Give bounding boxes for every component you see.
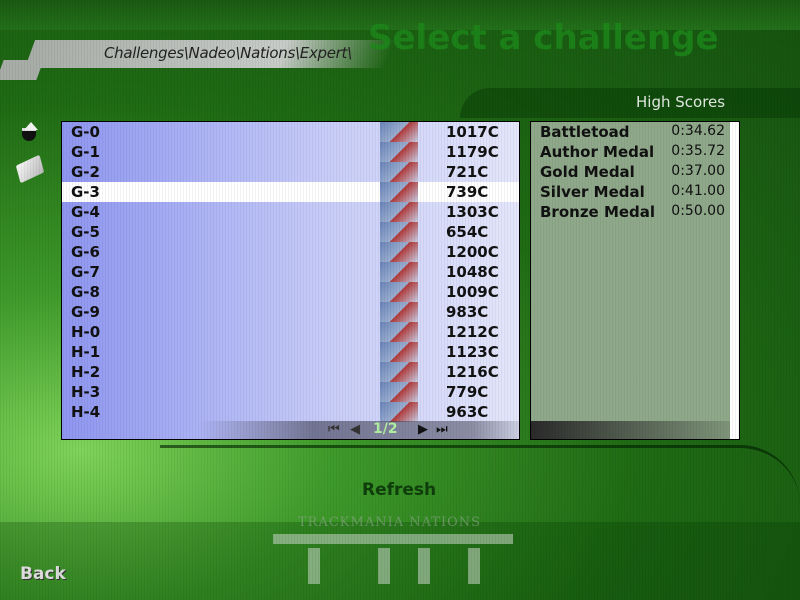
high-score-row: Silver Medal 0:41.00 xyxy=(540,183,725,203)
challenge-coppers: 1212C xyxy=(446,323,499,341)
trackmania-nations-logo: TRACKMANIA NATIONS xyxy=(268,512,532,598)
challenge-row[interactable]: G-1 1179C xyxy=(62,142,519,162)
first-page-icon[interactable]: ⏮ xyxy=(328,422,340,437)
high-scores-footer xyxy=(531,421,731,439)
challenge-thumbnail xyxy=(380,322,418,342)
challenge-coppers: 1123C xyxy=(446,343,499,361)
page-number: 1/2 xyxy=(373,421,398,437)
challenge-row[interactable]: G-0 1017C xyxy=(62,122,519,142)
high-scores-title: High Scores xyxy=(636,93,726,111)
challenge-coppers: 1009C xyxy=(446,283,499,301)
challenge-thumbnail xyxy=(380,382,418,402)
challenge-thumbnail xyxy=(380,242,418,262)
challenge-thumbnail xyxy=(380,142,418,162)
score-time: 0:35.72 xyxy=(671,143,725,159)
challenge-row[interactable]: H-3 779C xyxy=(62,382,519,402)
challenge-coppers: 1216C xyxy=(446,363,499,381)
challenge-thumbnail xyxy=(380,262,418,282)
challenge-row[interactable]: G-7 1048C xyxy=(62,262,519,282)
high-score-row: Battletoad 0:34.62 xyxy=(540,123,725,143)
high-score-row: Author Medal 0:35.72 xyxy=(540,143,725,163)
challenge-name: G-7 xyxy=(71,263,100,281)
folder-icon[interactable] xyxy=(15,154,45,184)
challenge-thumbnail xyxy=(380,282,418,302)
challenge-coppers: 983C xyxy=(446,303,489,321)
challenge-name: G-8 xyxy=(71,283,100,301)
challenge-coppers: 1303C xyxy=(446,203,499,221)
score-time: 0:37.00 xyxy=(671,163,725,179)
prev-page-icon[interactable]: ◀ xyxy=(350,422,360,437)
challenge-name: G-5 xyxy=(71,223,100,241)
challenge-thumbnail xyxy=(380,222,418,242)
parent-folder-icon[interactable] xyxy=(18,122,40,141)
challenge-row[interactable]: H-1 1123C xyxy=(62,342,519,362)
challenge-thumbnail xyxy=(380,182,418,202)
high-score-row: Bronze Medal 0:50.00 xyxy=(540,203,725,223)
challenge-row[interactable]: G-6 1200C xyxy=(62,242,519,262)
score-name: Battletoad xyxy=(540,123,630,141)
challenge-row[interactable]: H-2 1216C xyxy=(62,362,519,382)
challenge-coppers: 1017C xyxy=(446,123,499,141)
next-page-icon[interactable]: ▶ xyxy=(418,422,428,437)
score-time: 0:34.62 xyxy=(671,123,725,139)
score-name: Author Medal xyxy=(540,143,655,161)
challenge-thumbnail xyxy=(380,302,418,322)
challenge-coppers: 1048C xyxy=(446,263,499,281)
challenge-row[interactable]: H-4 963C xyxy=(62,402,519,422)
challenge-name: G-1 xyxy=(71,143,100,161)
challenge-name: H-3 xyxy=(71,383,101,401)
challenge-thumbnail xyxy=(380,342,418,362)
challenge-name: G-0 xyxy=(71,123,100,141)
challenge-name: G-4 xyxy=(71,203,100,221)
challenge-coppers: 1200C xyxy=(446,243,499,261)
challenge-name: H-0 xyxy=(71,323,101,341)
challenge-thumbnail xyxy=(380,202,418,222)
challenge-coppers: 963C xyxy=(446,403,489,421)
challenge-row[interactable]: G-9 983C xyxy=(62,302,519,322)
high-scores-panel: Battletoad 0:34.62 Author Medal 0:35.72 Gold… xyxy=(530,121,740,440)
challenge-thumbnail xyxy=(380,162,418,182)
last-page-icon[interactable]: ⏭ xyxy=(436,422,448,437)
score-name: Bronze Medal xyxy=(540,203,656,221)
score-time: 0:50.00 xyxy=(671,203,725,219)
breadcrumb: Challenges\Nadeo\Nations\Expert\ xyxy=(104,44,352,62)
challenge-row[interactable]: G-4 1303C xyxy=(62,202,519,222)
challenge-coppers: 779C xyxy=(446,383,489,401)
pager: ⏮ ◀ 1/2 ▶ ⏭ xyxy=(62,421,519,439)
high-score-row: Gold Medal 0:37.00 xyxy=(540,163,725,183)
challenge-name: G-2 xyxy=(71,163,100,181)
decorative-swoosh xyxy=(160,445,800,508)
challenge-name: H-2 xyxy=(71,363,101,381)
challenge-row[interactable]: G-3 739C xyxy=(62,182,519,202)
challenge-row[interactable]: G-5 654C xyxy=(62,222,519,242)
challenge-name: G-3 xyxy=(71,183,100,201)
challenge-thumbnail xyxy=(380,122,418,142)
challenge-thumbnail xyxy=(380,362,418,382)
challenge-coppers: 654C xyxy=(446,223,489,241)
page-title: Select a challenge xyxy=(368,18,719,58)
challenge-name: G-6 xyxy=(71,243,100,261)
challenge-name: H-4 xyxy=(71,403,101,421)
back-button[interactable]: Back xyxy=(20,564,66,584)
challenge-row[interactable]: G-2 721C xyxy=(62,162,519,182)
scrollbar[interactable] xyxy=(730,122,739,439)
challenge-list: G-0 1017C G-1 1179C G-2 721C G-3 739C G-4 1303C G-… xyxy=(61,121,520,440)
high-scores-band xyxy=(460,88,800,118)
challenge-row[interactable]: H-0 1212C xyxy=(62,322,519,342)
challenge-thumbnail xyxy=(380,402,418,422)
challenge-coppers: 1179C xyxy=(446,143,499,161)
score-time: 0:41.00 xyxy=(671,183,725,199)
challenge-name: G-9 xyxy=(71,303,100,321)
score-name: Gold Medal xyxy=(540,163,635,181)
challenge-name: H-1 xyxy=(71,343,101,361)
refresh-button[interactable]: Refresh xyxy=(362,480,437,500)
score-name: Silver Medal xyxy=(540,183,645,201)
top-band xyxy=(0,0,800,30)
challenge-row[interactable]: G-8 1009C xyxy=(62,282,519,302)
challenge-coppers: 721C xyxy=(446,163,489,181)
challenge-coppers: 739C xyxy=(446,183,489,201)
